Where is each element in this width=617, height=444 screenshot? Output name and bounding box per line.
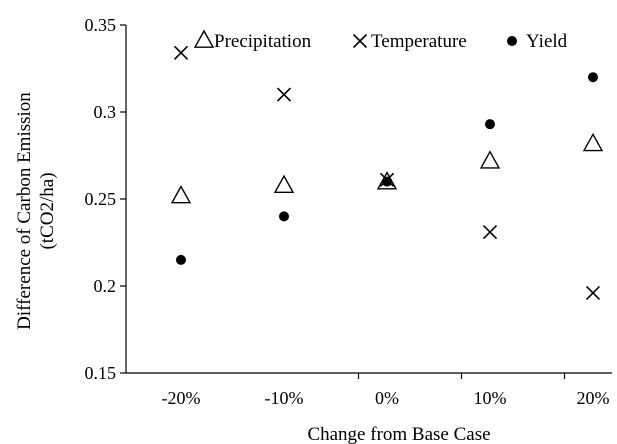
data-point-temperature [173, 45, 189, 60]
legend-label: Yield [526, 31, 568, 52]
axes [125, 25, 612, 374]
y-axis-title-line1: Difference of Carbon Emission [14, 92, 35, 330]
legend-marker-temperature [352, 33, 368, 49]
data-point-yield [176, 254, 186, 265]
legend-marker-yield [507, 36, 517, 46]
x-tick-label: 0% [375, 388, 399, 408]
y-tick-label: 0.15 [85, 363, 117, 383]
data-point-precipitation [582, 132, 604, 152]
legend-label: Precipitation [214, 31, 312, 52]
y-tick-label: 0.35 [85, 15, 117, 35]
data-point-yield [588, 72, 598, 83]
x-axis-title: Change from Base Case [307, 424, 490, 444]
data-point-temperature [585, 285, 601, 301]
data-point-yield [382, 176, 392, 187]
legend-label: Temperature [371, 31, 467, 52]
x-tick-label: -20% [162, 388, 201, 408]
legend-marker-precipitation [193, 29, 215, 48]
data-point-precipitation [479, 150, 501, 169]
x-tick-label: 10% [474, 388, 507, 408]
data-point-precipitation [170, 185, 192, 204]
x-tick-label: -10% [265, 388, 304, 408]
y-tick-label: 0.25 [85, 189, 117, 209]
data-point-temperature [482, 224, 498, 240]
x-tick-label: 20% [577, 388, 610, 408]
y-tick-label: 0.2 [94, 276, 117, 296]
legend: Precipitation Temperature Yield [193, 29, 568, 52]
data-point-yield [279, 211, 289, 222]
y-axis-title-line2: (tCO2/ha) [37, 172, 58, 249]
data-point-temperature [276, 87, 292, 102]
data-point-yield [485, 119, 495, 130]
y-tick-label: 0.3 [94, 102, 117, 122]
data-marks [170, 45, 604, 301]
data-point-precipitation [273, 174, 295, 193]
ticks: 0.15 0.2 0.25 0.3 0.35 -20% -10% 0% 10% 20% [85, 15, 610, 408]
